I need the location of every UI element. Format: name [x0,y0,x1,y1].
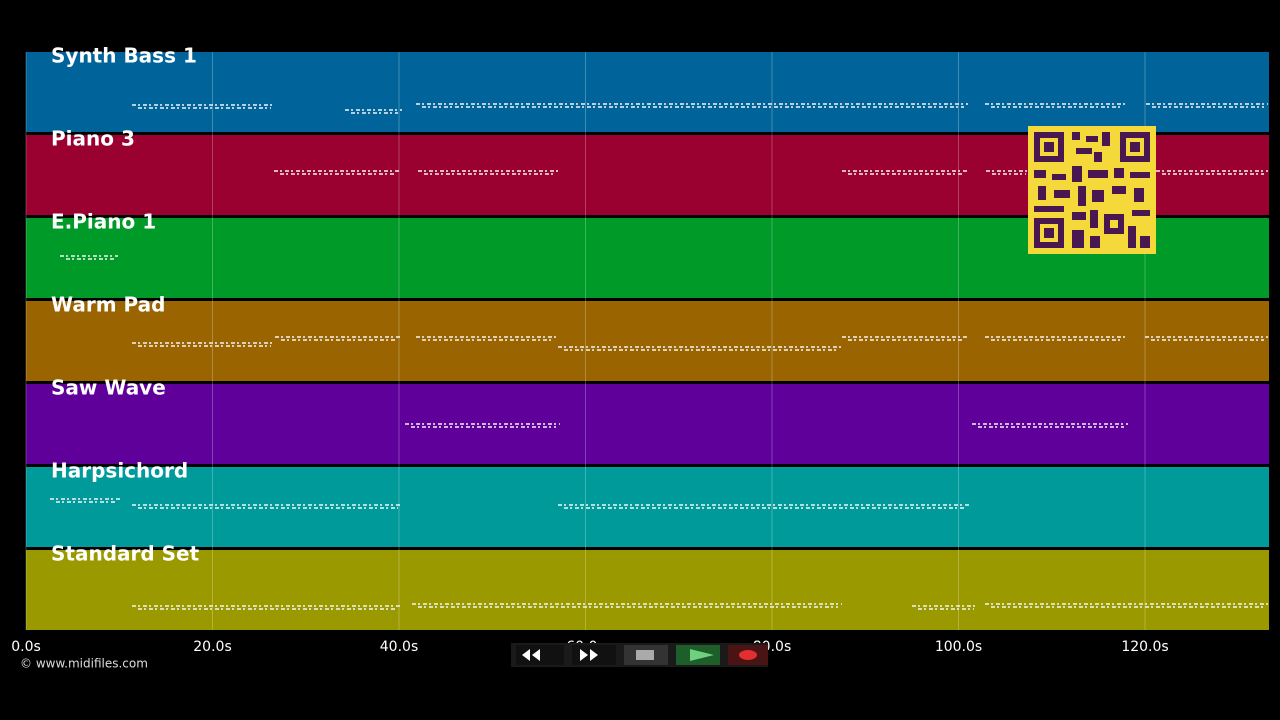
time-tick-label: 0.0s [11,639,41,655]
time-tick-label: 20.0s [193,639,231,655]
forward-button[interactable] [572,645,616,665]
time-tick-label: 100.0s [935,639,982,655]
play-button[interactable] [676,645,720,665]
qr-code [1028,126,1156,254]
track-name: Piano 3 [51,127,135,151]
track-row [26,301,1269,381]
transport-controls [511,643,768,667]
time-tick-label: 120.0s [1121,639,1168,655]
track-name: Synth Bass 1 [51,44,197,68]
track-name: Standard Set [51,542,200,566]
copyright: © www.midifiles.com [20,657,148,671]
record-button[interactable] [728,645,768,665]
track-name: Saw Wave [51,376,166,400]
track-row [26,550,1269,630]
rewind-button[interactable] [516,645,564,665]
track-name: E.Piano 1 [51,210,156,234]
track-labels: Synth Bass 1 Piano 3 E.Piano 1 Warm Pad Saw … [51,44,200,566]
track-row [26,52,1269,132]
stop-button[interactable] [624,645,668,665]
track-name: Warm Pad [51,293,165,317]
notes [50,103,1268,610]
time-grid [25,52,1146,630]
track-row [26,467,1269,547]
time-tick-label: 40.0s [380,639,418,655]
track-name: Harpsichord [51,459,188,483]
